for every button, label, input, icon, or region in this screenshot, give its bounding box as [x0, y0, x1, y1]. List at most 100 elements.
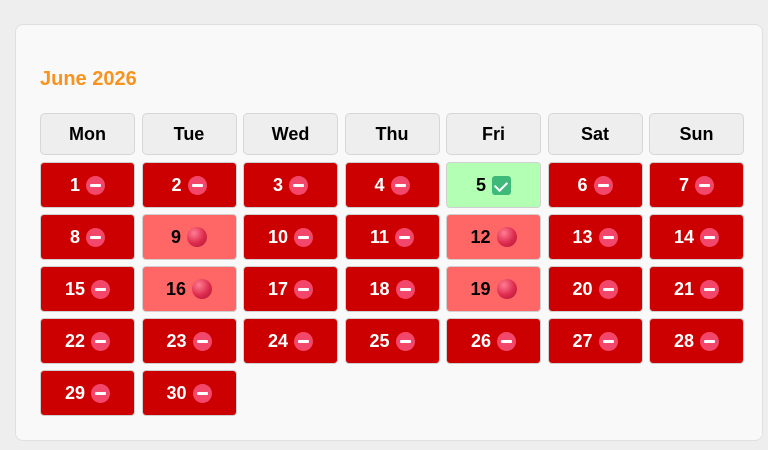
day-cell-29[interactable]: 29: [40, 370, 135, 416]
no-entry-icon: [598, 279, 618, 299]
day-cell-7[interactable]: 7: [649, 162, 744, 208]
day-cell-10[interactable]: 10: [243, 214, 338, 260]
day-number: 15: [64, 278, 86, 299]
day-cell-1[interactable]: 1: [40, 162, 135, 208]
red-ball-icon: [187, 227, 207, 247]
day-cell-20[interactable]: 20: [547, 266, 643, 312]
calendar-grid: Mon Tue Wed Thu Fri Sat Sun 1 2 3 4 5 6 7 8 9 10 11 12 13 14…: [40, 113, 744, 416]
no-entry-icon: [294, 227, 314, 247]
day-number: 6: [577, 174, 588, 195]
day-number: 28: [673, 330, 695, 351]
no-entry-icon: [395, 227, 415, 247]
red-ball-icon: [496, 227, 517, 247]
no-entry-icon: [91, 331, 111, 351]
day-number: 21: [673, 278, 695, 299]
day-number: 11: [369, 226, 390, 247]
day-cell-5[interactable]: 5: [446, 162, 541, 208]
day-number: 1: [69, 174, 80, 195]
no-entry-icon: [598, 227, 618, 247]
no-entry-icon: [289, 175, 308, 195]
day-number: 14: [673, 226, 695, 247]
day-cell-17[interactable]: 17: [243, 266, 338, 312]
no-entry-icon: [86, 227, 105, 247]
no-entry-icon: [395, 279, 415, 299]
day-cell-23[interactable]: 23: [141, 318, 237, 364]
day-number: 8: [69, 226, 80, 247]
day-cell-14[interactable]: 14: [649, 214, 744, 260]
weekday-header-fri: Fri: [446, 113, 541, 155]
day-cell-15[interactable]: 15: [40, 266, 135, 312]
day-cell-13[interactable]: 13: [547, 214, 643, 260]
weekday-header-mon: Mon: [40, 113, 135, 155]
day-number: 18: [369, 278, 390, 299]
weekday-header-wed: Wed: [243, 113, 338, 155]
weekday-header-sun: Sun: [649, 113, 744, 155]
day-number: 20: [572, 278, 593, 299]
day-cell-27[interactable]: 27: [547, 318, 643, 364]
no-entry-icon: [700, 279, 720, 299]
no-entry-icon: [192, 383, 212, 403]
day-cell-6[interactable]: 6: [547, 162, 643, 208]
day-number: 29: [64, 382, 86, 403]
day-cell-21[interactable]: 21: [649, 266, 744, 312]
month-title: June 2026: [40, 68, 137, 90]
day-number: 2: [171, 174, 182, 195]
red-ball-icon: [192, 279, 213, 299]
no-entry-icon: [593, 175, 613, 195]
day-cell-8[interactable]: 8: [40, 214, 135, 260]
day-number: 4: [374, 174, 385, 195]
day-number: 12: [470, 226, 491, 247]
day-cell-4[interactable]: 4: [344, 162, 440, 208]
day-cell-11[interactable]: 11: [344, 214, 440, 260]
day-cell-2[interactable]: 2: [141, 162, 237, 208]
no-entry-icon: [187, 175, 207, 195]
day-number: 25: [369, 330, 390, 351]
weekday-header-thu: Thu: [344, 113, 440, 155]
no-entry-icon: [700, 331, 720, 351]
day-cell-18[interactable]: 18: [344, 266, 440, 312]
day-cell-26[interactable]: 26: [446, 318, 541, 364]
day-number: 19: [470, 278, 491, 299]
day-cell-12[interactable]: 12: [446, 214, 541, 260]
day-cell-22[interactable]: 22: [40, 318, 135, 364]
day-number: 16: [165, 278, 187, 299]
red-ball-icon: [496, 279, 517, 299]
check-mark-icon: [492, 175, 511, 195]
day-number: 23: [166, 330, 187, 351]
no-entry-icon: [390, 175, 410, 195]
day-cell-19[interactable]: 19: [446, 266, 541, 312]
day-number: 13: [572, 226, 593, 247]
day-number: 26: [470, 330, 492, 351]
no-entry-icon: [700, 227, 720, 247]
day-number: 17: [267, 278, 289, 299]
day-number: 3: [272, 174, 283, 195]
no-entry-icon: [294, 331, 314, 351]
day-cell-3[interactable]: 3: [243, 162, 338, 208]
day-number: 24: [267, 330, 289, 351]
day-cell-25[interactable]: 25: [344, 318, 440, 364]
day-number: 27: [572, 330, 593, 351]
no-entry-icon: [598, 331, 618, 351]
day-number: 22: [64, 330, 86, 351]
day-cell-16[interactable]: 16: [141, 266, 237, 312]
day-cell-9[interactable]: 9: [141, 214, 237, 260]
day-number: 5: [475, 174, 486, 195]
no-entry-icon: [497, 331, 517, 351]
no-entry-icon: [192, 331, 212, 351]
calendar-card: June 2026 Mon Tue Wed Thu Fri Sat Sun 1 2 3 4 5 6 7 8 9…: [15, 24, 763, 441]
no-entry-icon: [86, 175, 105, 195]
day-number: 7: [678, 174, 689, 195]
day-cell-24[interactable]: 24: [243, 318, 338, 364]
weekday-header-sat: Sat: [547, 113, 643, 155]
no-entry-icon: [695, 175, 714, 195]
day-cell-30[interactable]: 30: [141, 370, 237, 416]
day-number: 9: [170, 226, 181, 247]
no-entry-icon: [91, 383, 111, 403]
no-entry-icon: [395, 331, 415, 351]
day-cell-28[interactable]: 28: [649, 318, 744, 364]
no-entry-icon: [294, 279, 314, 299]
weekday-header-tue: Tue: [141, 113, 237, 155]
day-number: 10: [267, 226, 289, 247]
no-entry-icon: [91, 279, 111, 299]
day-number: 30: [166, 382, 187, 403]
